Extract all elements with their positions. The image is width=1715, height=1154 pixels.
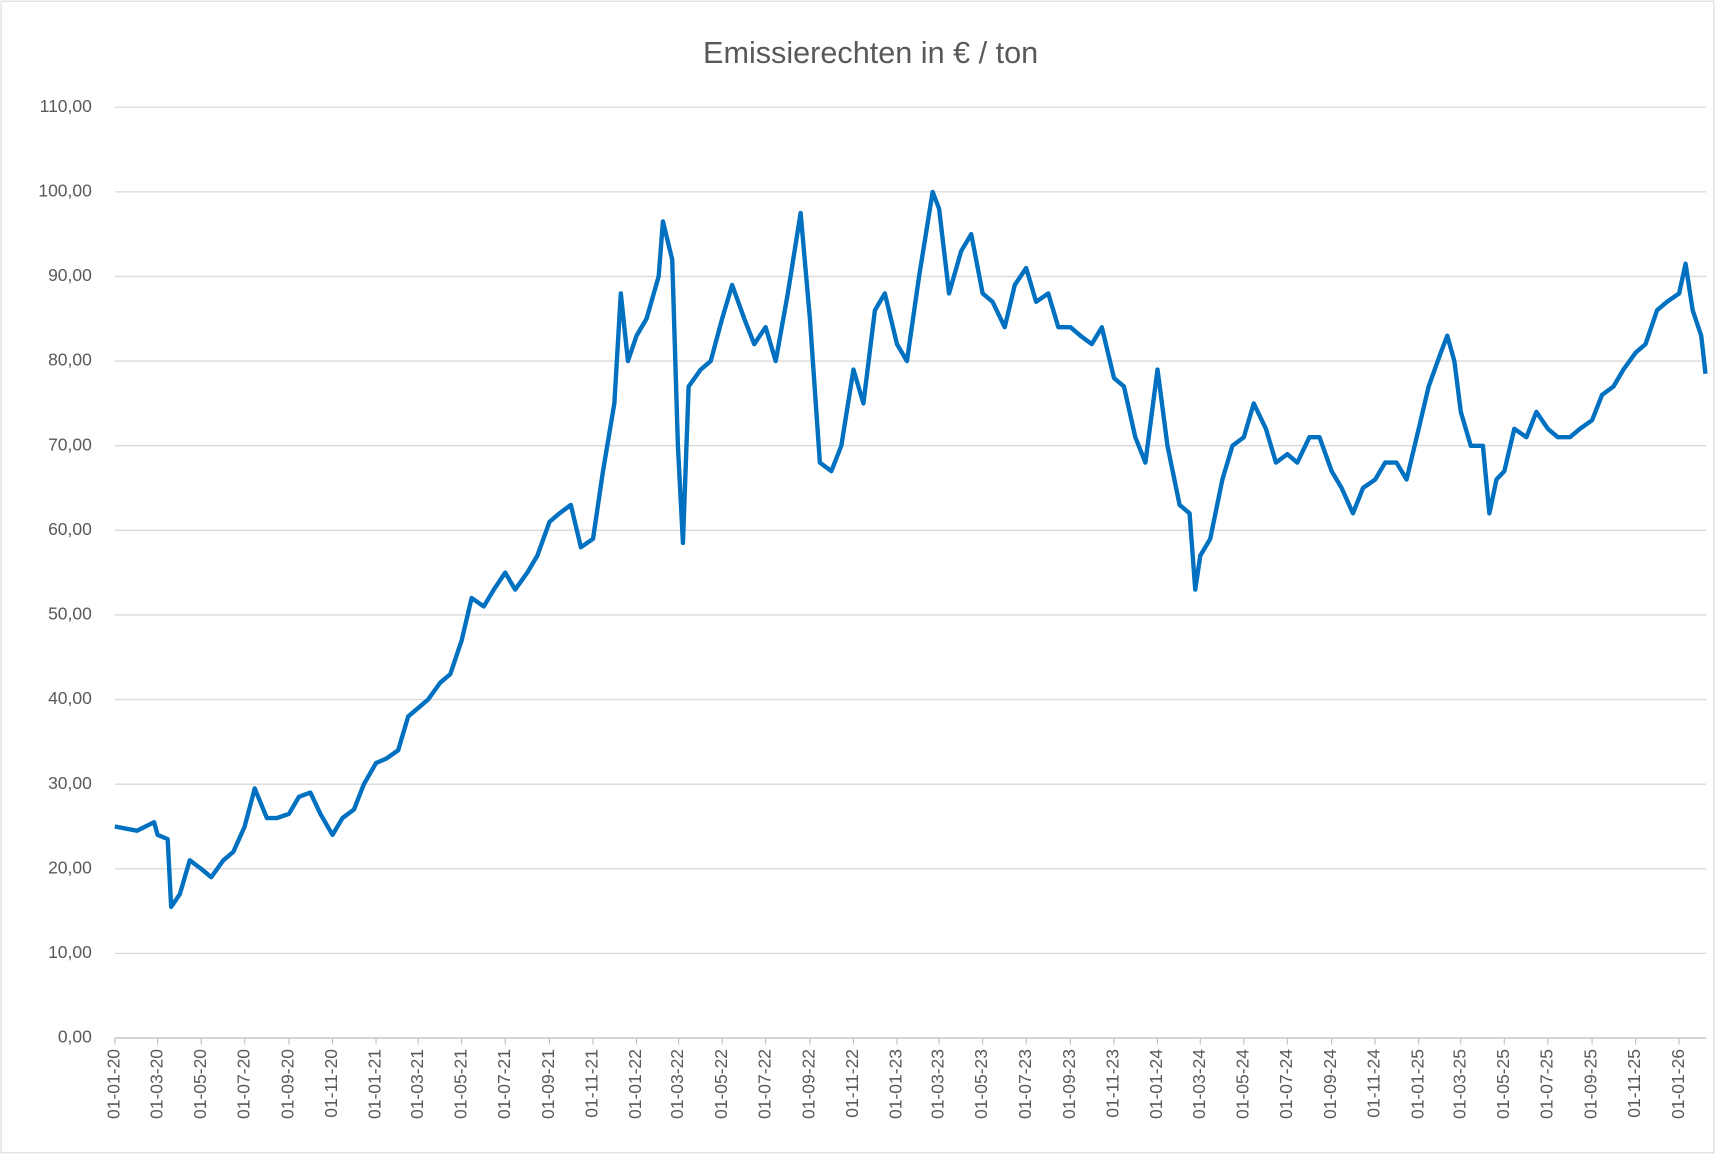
x-tick-label: 01-09-21: [538, 1049, 558, 1119]
y-tick-label: 40,00: [48, 688, 92, 708]
x-tick-label: 01-11-20: [321, 1049, 341, 1118]
chart-title: Emissierechten in € / ton: [703, 36, 1038, 70]
series-line: [114, 189, 1708, 910]
y-tick-label: 90,00: [48, 265, 92, 285]
x-tick-label: 01-05-21: [450, 1049, 470, 1119]
x-tick-label: 01-03-22: [667, 1049, 687, 1119]
y-tick-label: 80,00: [48, 350, 92, 370]
y-tick-label: 10,00: [48, 942, 92, 962]
x-tick-label: 01-09-24: [1320, 1049, 1340, 1119]
y-tick-label: 60,00: [48, 519, 92, 539]
x-tick-label: 01-01-24: [1146, 1049, 1166, 1119]
x-tick-label: 01-11-25: [1624, 1049, 1644, 1118]
y-tick-label: 70,00: [48, 434, 92, 454]
x-tick-label: 01-11-22: [842, 1049, 862, 1118]
x-tick-label: 01-03-21: [407, 1049, 427, 1119]
x-tick-label: 01-05-25: [1493, 1049, 1513, 1119]
x-tick-label: 01-09-22: [799, 1049, 819, 1119]
x-tick-label: 01-09-25: [1581, 1049, 1601, 1119]
x-tick-label: 01-01-23: [886, 1049, 906, 1119]
x-tick-label: 01-01-22: [625, 1049, 645, 1119]
x-tick-label: 01-05-24: [1232, 1049, 1252, 1119]
x-tick-label: 01-11-24: [1364, 1049, 1384, 1118]
x-tick-label: 01-07-21: [494, 1049, 514, 1119]
x-tick-label: 01-03-25: [1449, 1049, 1469, 1119]
y-tick-label: 110,00: [40, 96, 92, 116]
x-tick-label: 01-09-23: [1059, 1049, 1079, 1119]
x-tick-label: 01-07-25: [1536, 1049, 1556, 1119]
x-tick-label: 01-01-26: [1668, 1049, 1688, 1119]
x-tick-label: 01-07-20: [233, 1049, 253, 1119]
y-tick-label: 30,00: [48, 773, 92, 793]
y-tick-label: 0,00: [58, 1027, 92, 1047]
x-tick-label: 01-09-20: [278, 1049, 298, 1119]
y-tick-label: 50,00: [48, 604, 92, 624]
x-tick-label: 01-05-22: [711, 1049, 731, 1119]
x-tick-label: 01-05-20: [190, 1049, 210, 1119]
y-tick-label: 100,00: [38, 180, 92, 200]
y-tick-label: 20,00: [48, 857, 92, 877]
x-tick-label: 01-07-24: [1276, 1049, 1296, 1119]
x-tick-label: 01-03-20: [146, 1049, 166, 1119]
x-tick-label: 01-03-24: [1189, 1049, 1209, 1119]
x-tick-label: 01-01-21: [365, 1049, 385, 1119]
x-tick-label: 01-11-21: [582, 1049, 602, 1118]
x-tick-label: 01-07-23: [1015, 1049, 1035, 1119]
x-tick-label: 01-11-23: [1103, 1049, 1123, 1118]
x-tick-label: 01-05-23: [971, 1049, 991, 1119]
x-tick-label: 01-01-20: [103, 1049, 123, 1119]
x-tick-label: 01-07-22: [754, 1049, 774, 1119]
x-tick-label: 01-03-23: [928, 1049, 948, 1119]
x-tick-label: 01-01-25: [1407, 1049, 1427, 1119]
